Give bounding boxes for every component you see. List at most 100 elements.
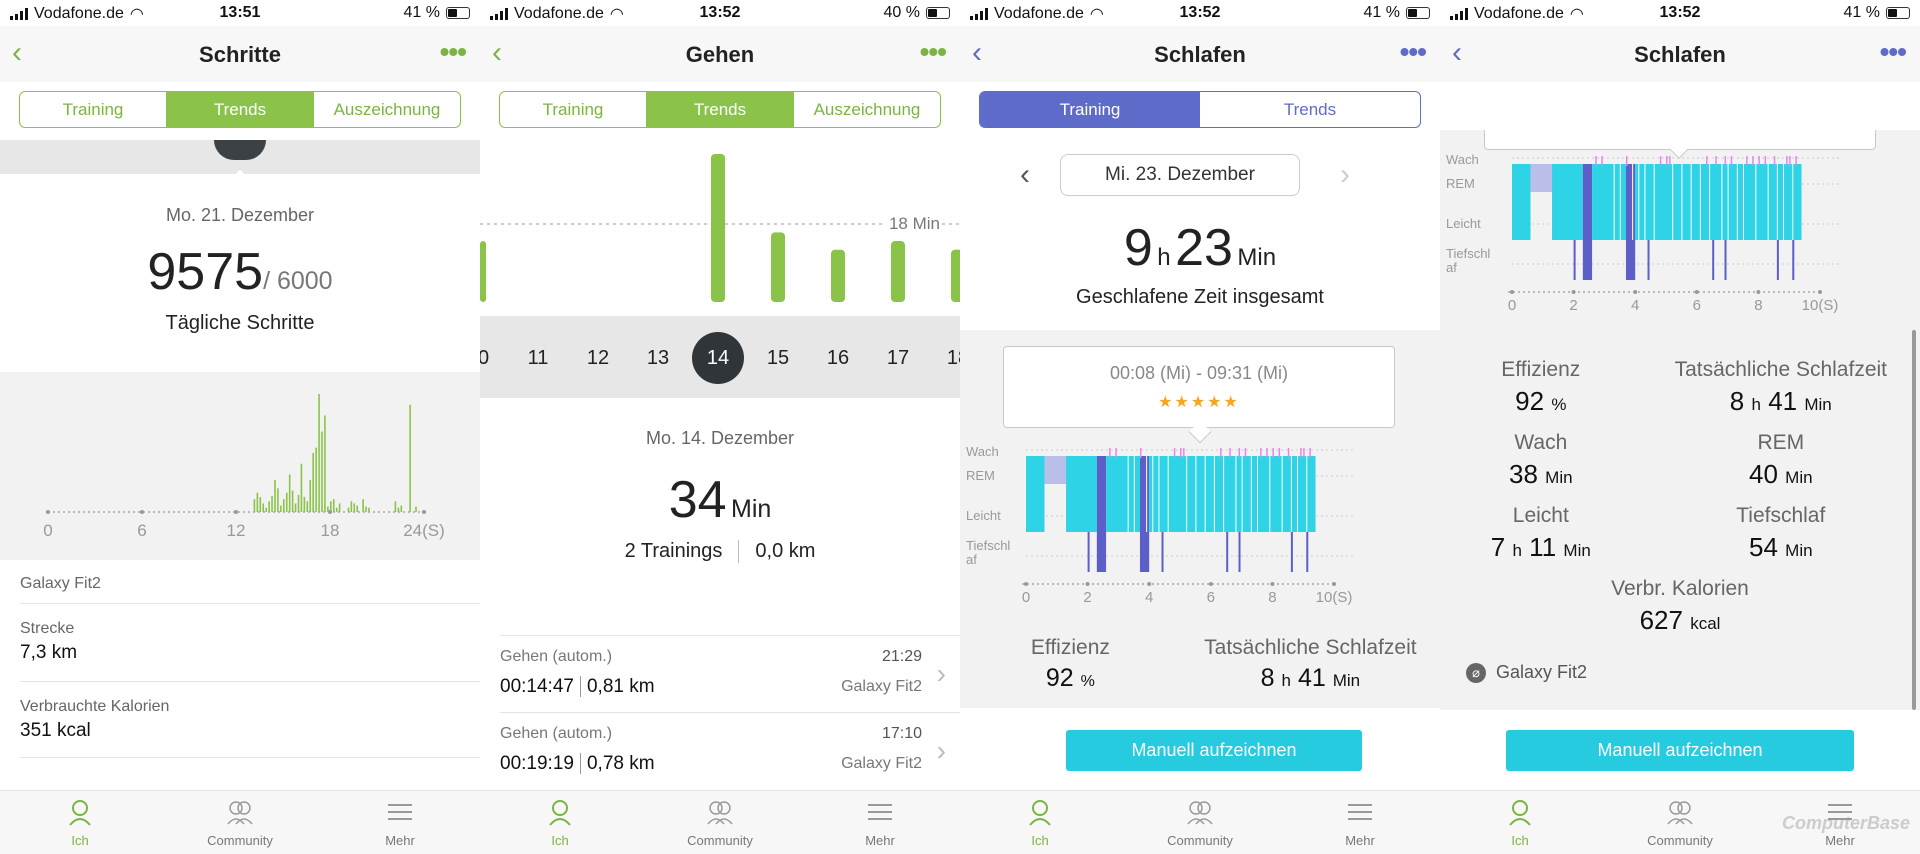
tab-auszeichnung[interactable]: Auszeichnung xyxy=(813,99,921,119)
hours-unit: h xyxy=(1512,541,1522,560)
tick-dot xyxy=(1756,290,1761,294)
manual-record-button[interactable]: Manuell aufzeichnen xyxy=(1506,730,1854,771)
walk-summary: 2 Trainings 0,0 km xyxy=(480,540,960,563)
deep-sleep-block xyxy=(1161,532,1164,572)
day-label[interactable]: 11 xyxy=(527,346,549,369)
back-icon[interactable]: ‹ xyxy=(972,36,982,69)
session-device: Galaxy Fit2 xyxy=(841,678,922,695)
walk-bar xyxy=(952,249,960,302)
step-bar xyxy=(268,501,270,512)
wake-mark xyxy=(1278,448,1281,458)
day-label[interactable]: 17 xyxy=(886,346,910,369)
nav-mehr[interactable]: Mehr xyxy=(1760,791,1920,854)
nav-ich[interactable]: Ich xyxy=(960,791,1120,854)
session-row[interactable]: Gehen (autom.) 17:10 00:19:19 0,78 km Gal… xyxy=(500,712,960,789)
session-distance: 0,78 km xyxy=(579,753,655,774)
wake-mark xyxy=(1303,448,1305,458)
nav-mehr-label: Mehr xyxy=(865,833,895,848)
nav-community[interactable]: Community xyxy=(1120,791,1280,854)
light-sleep-block xyxy=(1149,456,1316,532)
date-picker[interactable]: Mi. 23. Dezember xyxy=(1060,154,1300,196)
tab-auszeichnung[interactable]: Auszeichnung xyxy=(333,99,441,119)
back-icon[interactable]: ‹ xyxy=(1452,36,1462,69)
more-icon[interactable]: ••• xyxy=(919,36,947,67)
link-icon: ⌀ xyxy=(1466,662,1486,683)
device-info: ⌀ Galaxy Fit2 xyxy=(1466,662,1587,683)
session-row[interactable]: Gehen (autom.) 21:29 00:14:47 0,81 km Gal… xyxy=(500,635,960,712)
nav-ich[interactable]: Ich xyxy=(0,791,160,854)
nav-ich[interactable]: Ich xyxy=(1440,791,1600,854)
more-icon[interactable]: ••• xyxy=(1879,36,1907,67)
day-label[interactable]: 18 xyxy=(946,346,960,369)
stage-label: af xyxy=(1446,260,1457,275)
deep-sleep-block xyxy=(1306,532,1309,572)
total-sleep-label: Geschlafene Zeit insgesamt xyxy=(1076,286,1324,308)
day-label[interactable]: 16 xyxy=(826,346,850,369)
nav-mehr[interactable]: Mehr xyxy=(320,791,480,854)
nav-ich[interactable]: Ich xyxy=(480,791,640,854)
wake-mark xyxy=(1229,448,1231,458)
sleep-chart-svg: Wach REM Leicht Tiefschlaf 0 2 4 6 8 10(S) xyxy=(966,444,1354,606)
step-bar xyxy=(271,495,273,512)
wake-mark xyxy=(1220,448,1222,458)
stage-transition xyxy=(1681,164,1683,240)
hours-unit: h xyxy=(1281,671,1291,690)
day-label[interactable]: 10 xyxy=(480,346,490,369)
nav-ich-label: Ich xyxy=(551,833,569,848)
step-bar xyxy=(332,499,335,512)
segmented-control: Training Trends Auszeichnung xyxy=(499,91,941,128)
actual-sleep-label: Tatsächliche Schlafzeit xyxy=(1204,636,1417,659)
tab-training[interactable]: Training xyxy=(980,92,1200,127)
nav-community[interactable]: Community xyxy=(640,791,800,854)
nav-mehr[interactable]: Mehr xyxy=(1280,791,1440,854)
wake-mark xyxy=(1669,156,1671,166)
manual-record-button[interactable]: Manuell aufzeichnen xyxy=(1066,730,1362,771)
device-name: Galaxy Fit2 xyxy=(20,575,101,592)
more-icon[interactable]: ••• xyxy=(1399,36,1427,67)
x-tick-label: 6 xyxy=(137,521,146,540)
deep-sleep-block xyxy=(1139,456,1150,572)
more-icon[interactable]: ••• xyxy=(439,36,467,67)
tick-dot xyxy=(1818,290,1822,294)
status-time: 13:51 xyxy=(219,4,261,21)
day-label[interactable]: 12 xyxy=(586,346,610,369)
tab-trends[interactable]: Trends xyxy=(1283,99,1337,119)
menu-icon xyxy=(1348,804,1372,820)
stage-label: Wach xyxy=(966,444,999,459)
nav-header: ‹ Gehen ••• xyxy=(480,26,960,82)
nav-mehr[interactable]: Mehr xyxy=(800,791,960,854)
stage-transition xyxy=(1290,456,1292,532)
step-bar xyxy=(297,494,300,512)
stage-transition xyxy=(1709,164,1711,240)
nav-community[interactable]: Community xyxy=(1600,791,1760,854)
light-sleep-minutes: 11 xyxy=(1529,532,1557,562)
light-sleep-block xyxy=(1552,164,1583,240)
tab-trends[interactable]: Trends xyxy=(647,92,794,127)
wake-mark xyxy=(1773,156,1776,166)
community-icon xyxy=(227,801,253,825)
tab-trends[interactable]: Trends xyxy=(167,92,314,127)
signal-icon xyxy=(490,8,508,20)
scrollbar[interactable] xyxy=(1912,330,1916,710)
step-bar xyxy=(309,479,312,512)
nav-community[interactable]: Community xyxy=(160,791,320,854)
day-label[interactable]: 13 xyxy=(646,346,670,369)
page-title: Schritte xyxy=(199,42,281,67)
tab-training[interactable]: Training xyxy=(500,92,647,127)
chevron-right-icon: › xyxy=(936,735,946,766)
rem-block xyxy=(1530,164,1553,192)
signal-icon xyxy=(1450,8,1468,20)
tab-training[interactable]: Training xyxy=(20,92,167,127)
back-icon[interactable]: ‹ xyxy=(492,36,502,69)
day-label[interactable]: 15 xyxy=(766,346,790,369)
step-bar xyxy=(347,507,350,512)
prev-day-icon[interactable]: ‹ xyxy=(1020,158,1030,191)
deep-sleep-block xyxy=(1625,164,1636,280)
day-label[interactable]: 14 xyxy=(692,332,744,384)
step-bar xyxy=(283,499,285,512)
deep-sleep-block xyxy=(1792,240,1795,280)
back-icon[interactable]: ‹ xyxy=(12,36,22,69)
day-selector[interactable]: 10 11 12 13 14 15 16 17 18 xyxy=(480,316,960,398)
wifi-icon: ◠ xyxy=(129,6,144,23)
next-day-icon[interactable]: › xyxy=(1340,158,1350,191)
